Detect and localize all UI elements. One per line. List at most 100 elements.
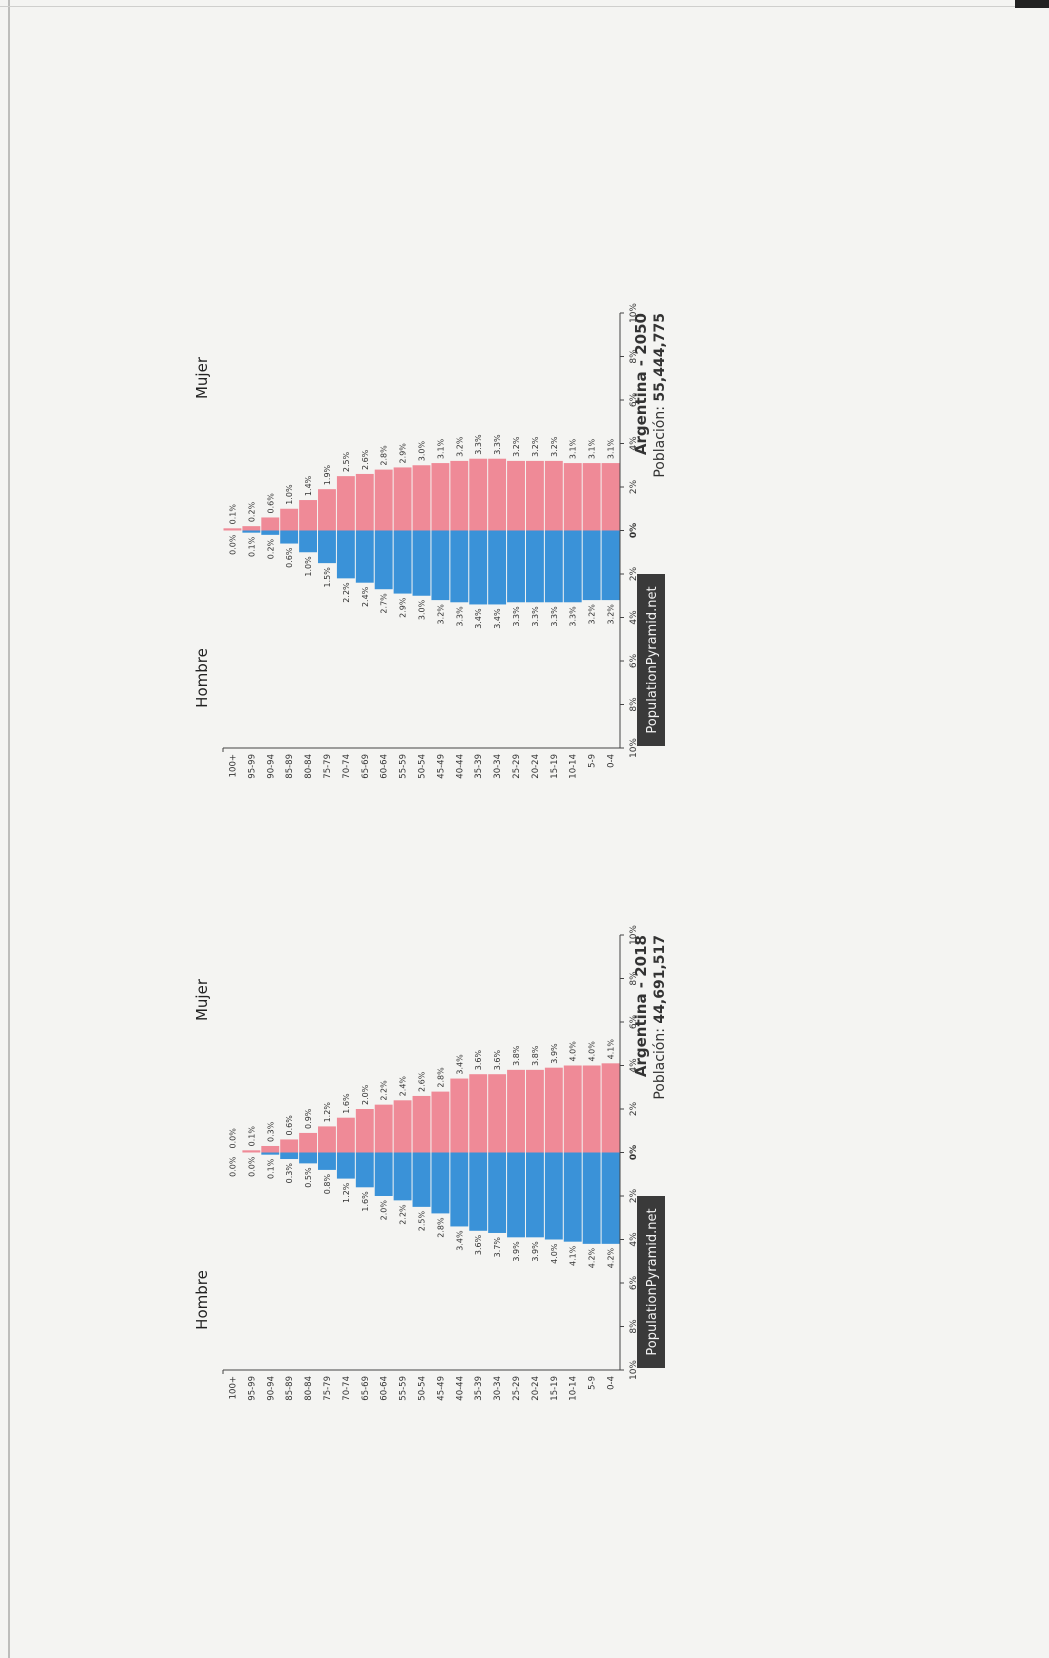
male-bar xyxy=(336,1152,355,1179)
male-value-label: 0.3% xyxy=(285,1163,294,1184)
x-tick-label: 4% xyxy=(629,436,639,451)
female-value-label: 3.6% xyxy=(474,1049,483,1070)
male-bar xyxy=(488,530,507,605)
male-value-label: 2.2% xyxy=(342,582,351,603)
age-label: 30-34 xyxy=(493,1376,503,1401)
male-value-label: 2.2% xyxy=(399,1204,408,1225)
female-value-label: 0.1% xyxy=(247,1126,256,1147)
age-label: 45-49 xyxy=(436,754,446,779)
female-bar xyxy=(431,463,450,531)
male-label: Hombre xyxy=(193,648,211,708)
x-tick-label: 2% xyxy=(629,1188,639,1203)
female-bar xyxy=(525,460,544,531)
female-value-label: 0.0% xyxy=(228,1128,237,1149)
female-bar xyxy=(242,1150,261,1153)
age-label: 25-29 xyxy=(512,754,522,779)
male-value-label: 3.9% xyxy=(531,1241,540,1262)
female-value-label: 2.2% xyxy=(380,1080,389,1101)
female-bar xyxy=(280,1139,299,1153)
female-value-label: 3.9% xyxy=(550,1043,559,1064)
female-value-label: 0.9% xyxy=(304,1108,313,1129)
population-line: Población: 44,691,517 xyxy=(652,935,668,1100)
age-label: 80-84 xyxy=(304,1376,314,1401)
male-bar xyxy=(280,1152,299,1160)
male-bar xyxy=(355,1152,374,1188)
female-bar xyxy=(563,1065,582,1153)
female-value-label: 3.2% xyxy=(531,436,540,457)
male-bar xyxy=(544,1152,563,1240)
female-bar xyxy=(318,1126,336,1153)
female-bar xyxy=(507,460,525,531)
male-value-label: 0.1% xyxy=(266,1158,275,1179)
age-label: 75-79 xyxy=(323,754,333,779)
male-bar xyxy=(242,530,261,533)
female-bar xyxy=(242,526,261,531)
age-label: 15-19 xyxy=(550,754,560,779)
male-bar xyxy=(412,530,431,596)
x-tick-label: 8% xyxy=(629,971,639,986)
female-bar xyxy=(261,1145,280,1153)
age-label: 25-29 xyxy=(512,1376,522,1401)
age-label: 0-4 xyxy=(607,754,617,768)
male-value-label: 0.0% xyxy=(228,534,237,555)
male-value-label: 2.7% xyxy=(380,593,389,614)
female-bar xyxy=(544,1067,563,1153)
age-label: 5-9 xyxy=(588,1376,598,1390)
female-value-label: 2.6% xyxy=(418,1071,427,1092)
x-tick-label: 4% xyxy=(629,1232,639,1247)
age-label: 65-69 xyxy=(361,1376,371,1401)
age-label: 70-74 xyxy=(342,1376,352,1401)
watermark-text: PopulationPyramid.net xyxy=(645,1208,660,1355)
x-tick-label: 10% xyxy=(629,303,639,323)
x-tick-label: 2% xyxy=(629,566,639,581)
age-label: 35-39 xyxy=(474,754,484,779)
female-value-label: 4.0% xyxy=(569,1041,578,1062)
female-value-label: 2.6% xyxy=(361,449,370,470)
x-tick-label: 0% xyxy=(629,1145,639,1160)
female-bar xyxy=(393,467,412,531)
pyramid-2050: Hombre Mujer 100+ 0.0% 0.1% 95-99 0.1% 0.2% 90-9… xyxy=(175,298,815,798)
age-label: 75-79 xyxy=(323,1376,333,1401)
watermark-box xyxy=(637,1196,665,1368)
corner-mark xyxy=(1015,0,1049,8)
population-line: Población: 55,444,775 xyxy=(652,313,668,478)
x-tick-label: 10% xyxy=(629,738,639,758)
male-bar xyxy=(450,530,469,603)
female-bar xyxy=(336,1117,355,1153)
male-value-label: 4.2% xyxy=(588,1247,597,1268)
female-value-label: 0.2% xyxy=(247,501,256,522)
female-value-label: 1.4% xyxy=(304,475,313,496)
male-value-label: 3.7% xyxy=(493,1237,502,1258)
age-label: 60-64 xyxy=(380,1376,390,1401)
pyramid-chart-2050: Hombre Mujer 100+ 0.0% 0.1% 95-99 0.1% 0.2% 90-9… xyxy=(193,303,668,779)
male-value-label: 2.4% xyxy=(361,586,370,607)
age-label: 85-89 xyxy=(285,754,295,779)
female-bar xyxy=(582,1065,601,1153)
female-bar xyxy=(431,1091,450,1153)
watermark-box xyxy=(637,574,665,746)
female-bar xyxy=(488,458,507,531)
male-bar xyxy=(450,1152,469,1227)
age-label: 50-54 xyxy=(418,754,428,779)
female-bar xyxy=(412,465,431,531)
male-value-label: 0.8% xyxy=(323,1174,332,1195)
female-bar xyxy=(393,1100,412,1153)
chart-title: Argentina - 2018 xyxy=(632,935,650,1077)
male-bar xyxy=(412,1152,431,1207)
male-bar xyxy=(563,1152,582,1242)
x-tick-label: 6% xyxy=(629,392,639,407)
male-value-label: 3.2% xyxy=(588,604,597,625)
male-bar xyxy=(280,530,299,544)
female-bar xyxy=(582,463,601,531)
male-value-label: 2.8% xyxy=(436,1217,445,1238)
male-value-label: 1.2% xyxy=(342,1182,351,1203)
female-label: Mujer xyxy=(193,978,211,1021)
female-value-label: 3.2% xyxy=(512,436,521,457)
pyramid-2018: Hombre Mujer 100+ 0.0% 0.0% 95-99 0.0% 0.1% 90-9… xyxy=(175,920,815,1420)
x-tick-label: 0% xyxy=(629,523,639,538)
age-label: 35-39 xyxy=(474,1376,484,1401)
male-value-label: 1.5% xyxy=(323,567,332,588)
male-bar xyxy=(374,530,393,590)
female-value-label: 3.3% xyxy=(474,434,483,455)
female-value-label: 3.8% xyxy=(512,1045,521,1066)
